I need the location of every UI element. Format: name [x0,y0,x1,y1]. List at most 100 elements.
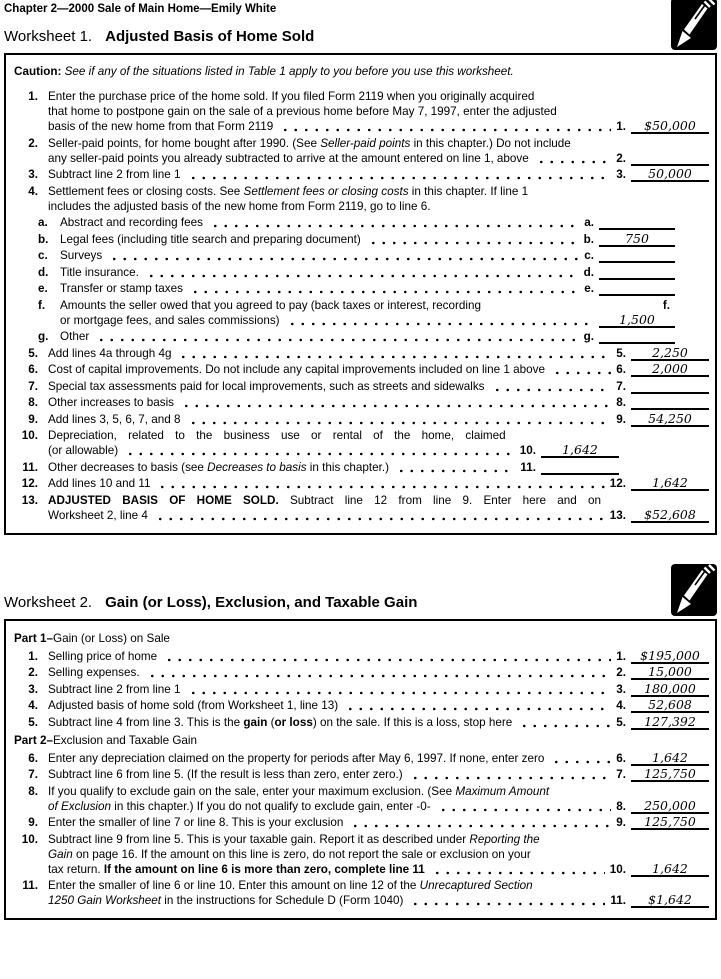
line-ref: 7. [616,768,626,781]
line-text-segment: basis of the new home from that Form 211… [48,120,274,133]
worksheet-title: Gain (or Loss), Exclusion, and Taxable G… [105,593,418,611]
worksheet-line-9: 9. Enter the smaller of line 7 or line 8.… [12,815,709,830]
line-text-segment: Enter the purchase price of the home sol… [48,90,535,103]
line-ref: 5. [616,346,626,360]
line-text-segment: Special tax assessments paid for local i… [48,379,485,393]
worksheet-box: Part 1–Gain (or Loss) on Sale 1. Selling … [4,618,717,920]
line-text: Transfer or stamp taxes e. [60,281,675,296]
line-ref: f. [662,298,670,312]
worksheet-line-a: a. Abstract and recording fees a. [12,215,675,230]
line-amount: 1,642 [631,751,709,766]
line-ref: 8. [616,396,626,409]
line-ref: b. [583,232,594,246]
worksheet-line-5: 5. Add lines 4a through 4g 5. 2,250 [12,346,709,361]
worksheet-line-3: 3. Subtract line 2 from line 1 3. 50,000 [12,167,709,182]
line-amount: 1,642 [631,862,709,877]
line-amount: $52,608 [631,508,709,523]
line-amount: 1,642 [541,443,619,458]
dot-leader [409,769,612,782]
line-ref: 9. [616,816,626,829]
line-text: Legal fees (including title search and p… [60,232,675,247]
worksheet-line-1: 1. Selling price of home 1. $195,000 [12,649,709,664]
line-ref: c. [584,249,594,262]
line-text-segment: Title insurance. [60,265,139,279]
line-amount: 1,642 [631,476,709,491]
worksheet-line-2: 2. Seller-paid points, for home bought af… [12,136,709,166]
worksheet-label: Worksheet 1. [4,28,93,45]
line-text-segment: tax return. If the amount on line 6 is m… [48,862,425,876]
line-ref: 1. [616,649,626,663]
line-text-segment: Legal fees (including title search and p… [60,232,361,246]
line-text: Abstract and recording fees a. [60,215,675,230]
line-ref: a. [584,216,594,229]
dot-leader [367,233,579,247]
line-text: Depreciation, related to the business us… [48,428,619,458]
line-amount: 180,000 [631,682,709,697]
dot-leader [209,217,580,230]
line-ref: 3. [616,682,626,696]
worksheet-line-11: 11. Enter the smaller of line 6 or line 1… [12,878,709,908]
line-number: 6. [28,363,38,376]
dot-leader [187,683,612,697]
line-number: 7. [28,768,38,781]
dot-leader [154,509,605,523]
line-amount: 50,000 [631,167,709,182]
dot-leader [519,716,612,730]
line-text: Settlement fees or closing costs. See Se… [48,184,709,214]
part-1-heading: Part 1–Gain (or Loss) on Sale [14,631,170,645]
line-text: Enter the smaller of line 7 or line 8. T… [48,815,709,830]
dot-leader [187,169,612,182]
line-ref: 2. [616,666,626,679]
line-text-segment: Transfer or stamp taxes [60,282,183,295]
line-text-segment: Subtract line 6 from line 5. (If the res… [48,768,403,781]
line-number: 1. [28,649,38,663]
line-text-segment: Other increases to basis [48,396,175,409]
line-amount [599,265,675,280]
line-text-segment: Subtract line 9 from line 5. This is you… [48,832,540,846]
line-text: Other g. [60,329,675,344]
line-text-segment: Add lines 10 and 11 [48,477,151,490]
dot-leader [280,121,612,134]
worksheet-line-f: f. Amounts the seller owed that you agree… [12,298,675,328]
dot-leader [145,266,579,280]
worksheet-2: Worksheet 2. Gain (or Loss), Exclusion, a… [4,563,717,920]
line-ref: 10. [609,862,626,876]
pencil-icon [671,563,717,616]
pencil-icon [671,0,717,50]
dot-leader [552,364,612,377]
line-ref: 5. [616,715,626,729]
dot-leader [189,283,580,296]
line-text: Subtract line 2 from line 1 3. 180,000 [48,682,709,697]
line-ref: e. [584,282,594,295]
line-text: Subtract line 9 from line 5. This is you… [48,832,709,877]
line-number: 8. [28,396,38,409]
dot-leader [437,800,612,814]
line-text: Amounts the seller owed that you agreed … [60,298,675,328]
worksheet-line-5: 5. Subtract line 4 from line 3. This is t… [12,715,709,730]
line-text: Enter the purchase price of the home sol… [48,89,709,134]
line-ref: 6. [616,363,626,376]
line-text: Title insurance. d. [60,265,675,280]
line-number: 10. [21,429,38,442]
worksheet-line-6: 6. Enter any depreciation claimed on the … [12,751,709,766]
line-text-segment: Settlement fees or closing costs. See Se… [48,184,529,198]
line-text-segment: Subtract line 2 from line 1 [48,682,181,696]
line-text: Adjusted basis of home sold (from Worksh… [48,698,709,713]
line-text: ADJUSTED BASIS OF HOME SOLD. Subtract li… [48,493,709,523]
worksheet-line-4: 4. Adjusted basis of home sold (from Work… [12,698,709,713]
worksheet-2-part-2-rows: 6. Enter any depreciation claimed on the … [12,751,709,908]
line-amount: 52,608 [631,698,709,713]
line-amount: 2,250 [631,346,709,361]
line-amount [599,281,675,296]
dot-leader [410,895,606,908]
dot-leader [431,863,605,877]
line-ref: 2. [616,151,626,165]
dot-leader [187,413,612,427]
caution-note: Caution: See if any of the situations li… [14,65,514,78]
line-ref: 11. [610,894,626,907]
worksheet-heading: Worksheet 1. Adjusted Basis of Home Sold [4,29,717,45]
line-text-segment: Add lines 3, 5, 6, 7, and 8 [48,412,181,426]
worksheet-line-7: 7. Subtract line 6 from line 5. (If the r… [12,767,709,782]
line-number: f. [38,298,46,312]
worksheet-label: Worksheet 2. [4,593,93,611]
